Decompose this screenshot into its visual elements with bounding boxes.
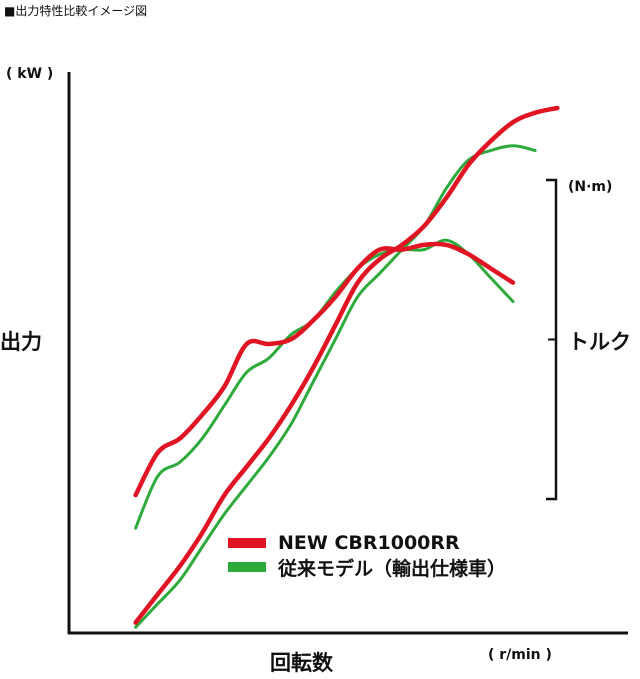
power-unit-label: ( kW ) bbox=[6, 66, 54, 82]
torque-curve-previous bbox=[134, 238, 515, 530]
torque-axis-label: トルク bbox=[568, 330, 631, 354]
legend-swatch-new bbox=[228, 538, 266, 548]
legend-label-previous: 従来モデル（輸出仕様車） bbox=[278, 557, 507, 580]
legend-label-new: NEW CBR1000RR bbox=[278, 532, 460, 554]
legend-swatch-previous bbox=[228, 562, 266, 572]
power-curve-previous bbox=[134, 144, 537, 629]
power-curve-new bbox=[133, 105, 560, 625]
legend-item-new: NEW CBR1000RR bbox=[228, 532, 460, 554]
power-axis-label: 出力 bbox=[0, 330, 42, 354]
chart-caption: ■出力特性比較イメージ図 bbox=[4, 4, 148, 18]
torque-unit-label: (N·m) bbox=[568, 179, 613, 195]
rpm-unit-label: ( r/min ) bbox=[488, 647, 552, 663]
torque-curve-new bbox=[133, 241, 516, 498]
torque-axis bbox=[546, 178, 558, 501]
legend-item-previous: 従来モデル（輸出仕様車） bbox=[228, 556, 507, 580]
curves-group bbox=[133, 105, 560, 629]
rpm-axis-label: 回転数 bbox=[270, 651, 333, 675]
